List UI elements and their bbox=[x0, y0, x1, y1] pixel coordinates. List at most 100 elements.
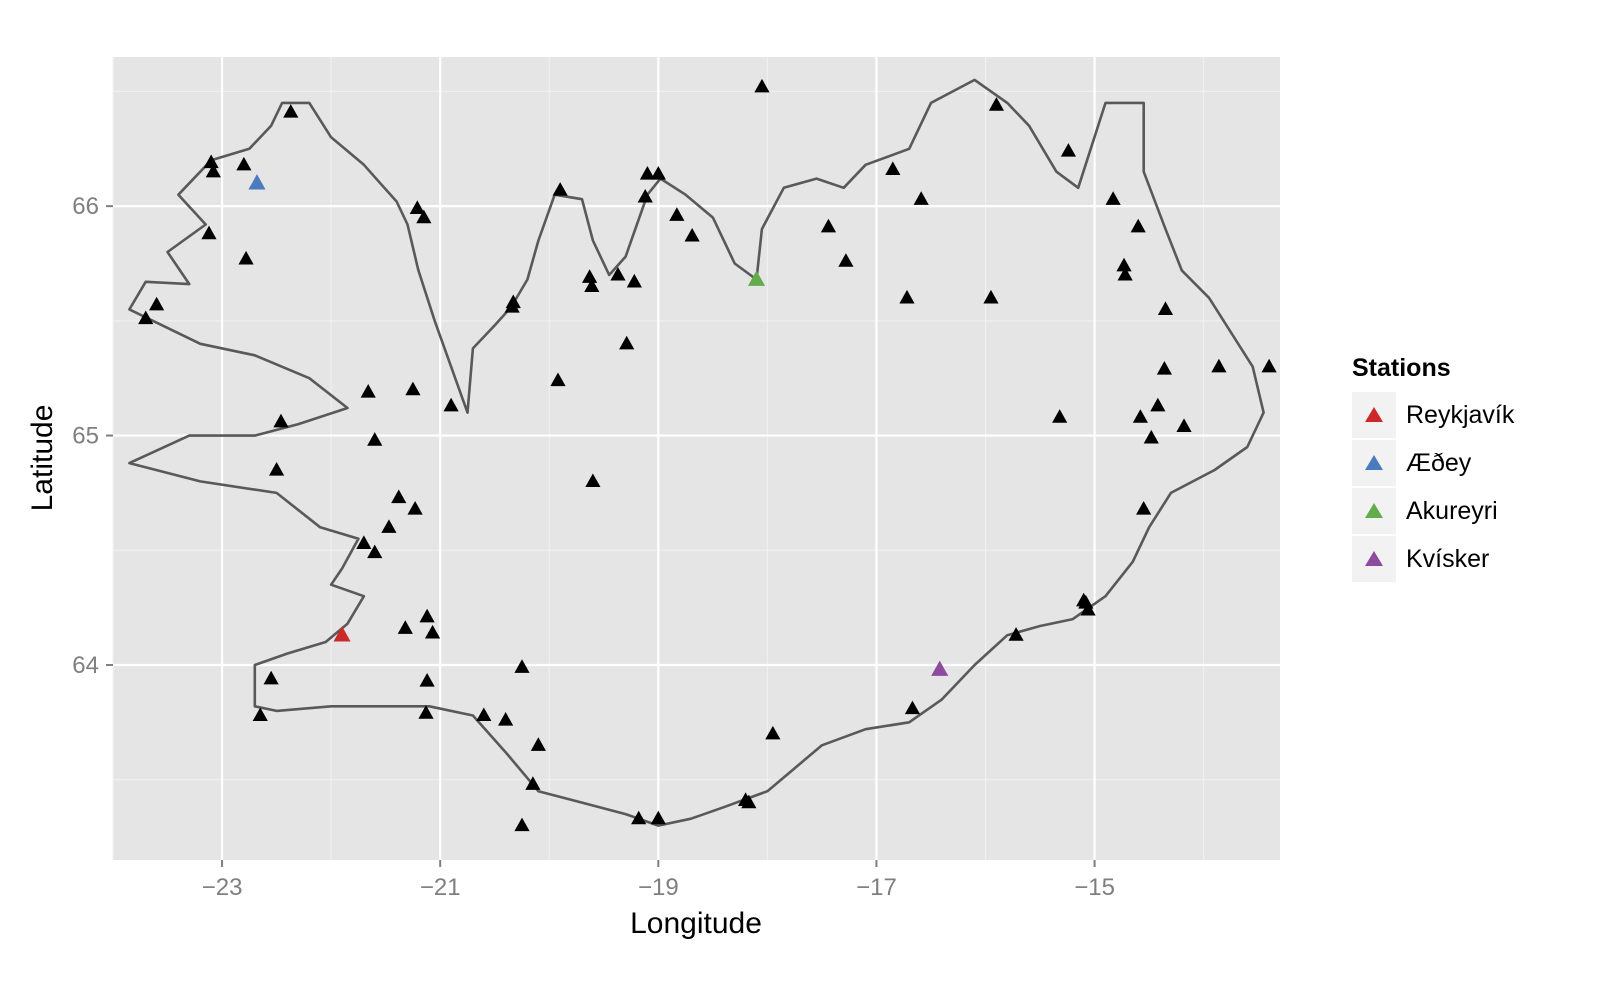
station-marker bbox=[1143, 429, 1159, 444]
station-marker bbox=[418, 705, 434, 719]
station-markers bbox=[138, 78, 1277, 832]
station-marker bbox=[514, 817, 530, 832]
station-marker bbox=[1117, 266, 1133, 281]
legend-label: Reykjavík bbox=[1406, 400, 1515, 429]
legend-label: Æðey bbox=[1406, 448, 1472, 477]
station-marker bbox=[424, 624, 441, 639]
x-tick-label: −19 bbox=[638, 874, 679, 901]
station-marker bbox=[1060, 143, 1077, 157]
legend-label: Kvísker bbox=[1406, 544, 1490, 573]
legend-key bbox=[1352, 440, 1396, 486]
legend-triangle-icon bbox=[1365, 503, 1383, 518]
station-marker bbox=[407, 500, 423, 515]
station-marker bbox=[367, 432, 383, 446]
x-axis: −23 −21 −19 −17 −15 bbox=[202, 860, 1115, 901]
station-marker bbox=[552, 182, 568, 196]
station-marker bbox=[754, 78, 770, 93]
station-marker bbox=[1052, 409, 1068, 423]
plot-panel bbox=[113, 57, 1280, 860]
station-marker bbox=[236, 156, 252, 171]
station-marker bbox=[619, 335, 635, 350]
station-marker bbox=[669, 207, 685, 221]
station-marker bbox=[988, 97, 1005, 111]
station-marker bbox=[138, 310, 154, 325]
station-marker bbox=[741, 794, 757, 809]
station-marker bbox=[904, 700, 921, 715]
legend-triangle-icon bbox=[1365, 551, 1383, 566]
station-marker bbox=[504, 299, 520, 313]
station-marker bbox=[514, 659, 530, 673]
legend-label: Akureyri bbox=[1406, 496, 1498, 525]
station-marker bbox=[273, 413, 289, 428]
station-marker bbox=[1150, 397, 1166, 412]
station-marker bbox=[765, 725, 781, 740]
legend-item: Æðey bbox=[1352, 439, 1582, 487]
station-marker bbox=[149, 296, 165, 311]
station-marker bbox=[263, 670, 279, 685]
station-marker bbox=[1211, 358, 1227, 373]
legend-triangle-icon bbox=[1365, 407, 1383, 422]
station-marker--ey bbox=[248, 174, 266, 190]
station-marker bbox=[1105, 191, 1121, 205]
x-tick-label: −23 bbox=[202, 874, 243, 901]
legend-key bbox=[1352, 392, 1396, 438]
legend-triangle-icon bbox=[1365, 455, 1383, 470]
station-marker bbox=[381, 519, 397, 533]
station-marker-kvi-sker bbox=[931, 660, 949, 676]
x-tick-label: −15 bbox=[1074, 874, 1115, 901]
legend-items: Reykjavík Æðey Akureyri Kvísker bbox=[1352, 391, 1582, 583]
station-marker bbox=[409, 200, 425, 215]
station-marker bbox=[684, 227, 700, 242]
station-marker bbox=[631, 810, 647, 825]
station-marker bbox=[397, 620, 413, 634]
legend-item: Reykjavík bbox=[1352, 391, 1582, 439]
station-marker bbox=[367, 544, 383, 559]
station-marker bbox=[1156, 361, 1172, 375]
station-marker bbox=[476, 707, 492, 722]
station-marker bbox=[252, 707, 268, 722]
station-marker bbox=[1176, 418, 1192, 432]
legend-key bbox=[1352, 536, 1396, 582]
station-marker-reykjavi-k bbox=[333, 626, 351, 642]
station-marker-akureyri bbox=[747, 270, 766, 286]
station-marker bbox=[201, 225, 217, 240]
legend-key bbox=[1352, 488, 1396, 534]
station-marker bbox=[637, 188, 653, 203]
station-marker bbox=[443, 397, 459, 412]
station-marker bbox=[983, 289, 999, 304]
station-marker bbox=[626, 273, 642, 288]
major-grid bbox=[113, 57, 1280, 860]
station-marker bbox=[498, 712, 514, 726]
station-marker bbox=[356, 535, 372, 549]
legend-item: Kvísker bbox=[1352, 535, 1582, 583]
station-marker bbox=[650, 810, 666, 825]
station-marker bbox=[582, 269, 598, 283]
station-marker bbox=[391, 489, 407, 504]
station-marker bbox=[525, 776, 541, 790]
station-marker bbox=[1132, 409, 1148, 423]
station-marker bbox=[820, 218, 837, 233]
station-marker bbox=[238, 250, 254, 265]
minor-grid bbox=[112, 57, 1280, 860]
station-marker bbox=[550, 372, 566, 387]
x-axis-title: Longitude bbox=[630, 907, 762, 940]
station-marker bbox=[1136, 500, 1152, 515]
station-marker bbox=[650, 166, 666, 180]
station-marker bbox=[268, 461, 285, 476]
station-marker bbox=[913, 191, 929, 205]
y-tick-label: 64 bbox=[72, 652, 99, 679]
legend-item: Akureyri bbox=[1352, 487, 1582, 535]
station-marker bbox=[405, 381, 421, 396]
legend-title: Stations bbox=[1352, 354, 1451, 382]
station-marker bbox=[416, 209, 432, 224]
legend: Stations Reykjavík Æðey Akureyri Kvísker bbox=[1352, 354, 1582, 583]
y-tick-label: 66 bbox=[72, 193, 99, 220]
station-marker bbox=[899, 289, 915, 304]
y-axis: 64 65 66 bbox=[72, 193, 113, 679]
station-marker bbox=[1157, 301, 1174, 315]
y-axis-title: Latitude bbox=[26, 405, 59, 512]
station-marker bbox=[419, 608, 435, 623]
x-tick-label: −21 bbox=[420, 874, 461, 901]
station-marker bbox=[639, 166, 656, 180]
